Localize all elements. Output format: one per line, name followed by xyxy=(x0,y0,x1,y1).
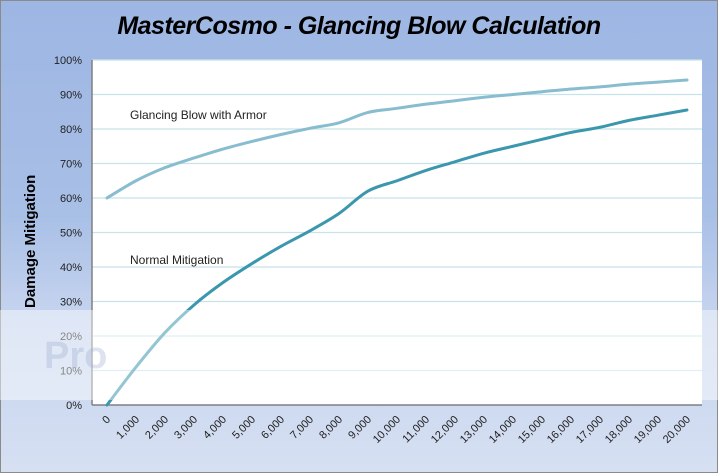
y-tick-label: 40% xyxy=(60,262,82,274)
series-lines xyxy=(105,78,689,407)
y-tick-label: 70% xyxy=(60,159,82,171)
annotation-normal: Normal Mitigation xyxy=(130,253,223,267)
y-tick-label: 30% xyxy=(60,297,82,309)
x-tick-label: 19,000 xyxy=(632,414,664,446)
y-tick-label: 100% xyxy=(54,55,82,67)
x-tick-label: 13,000 xyxy=(458,414,490,446)
y-tick-label: 50% xyxy=(60,228,82,240)
x-tick-label: 2,000 xyxy=(143,414,171,442)
series-line-1 xyxy=(105,108,689,407)
x-tick-label: 10,000 xyxy=(371,414,403,446)
x-tick-label: 17,000 xyxy=(574,414,606,446)
series-line-0 xyxy=(105,78,689,200)
chart-title: MasterCosmo - Glancing Blow Calculation xyxy=(117,12,601,40)
x-tick-label: 14,000 xyxy=(487,414,519,446)
x-tick-label: 7,000 xyxy=(288,414,316,442)
y-tick-label: 0% xyxy=(66,400,82,412)
x-tick-label: 11,000 xyxy=(400,414,432,446)
x-tick-label: 16,000 xyxy=(545,414,577,446)
x-tick-label: 8,000 xyxy=(317,414,345,442)
x-tick-label: 15,000 xyxy=(516,414,548,446)
y-tick-label: 20% xyxy=(60,331,82,343)
y-tick-label: 80% xyxy=(60,124,82,136)
x-tick-label: 4,000 xyxy=(201,414,229,442)
watermark-text: Pro xyxy=(44,335,108,377)
x-tick-label: 6,000 xyxy=(259,414,287,442)
gridlines xyxy=(92,59,702,372)
x-tick-label: 12,000 xyxy=(429,414,461,446)
x-axis-ticks: 0 1,000 2,000 3,000 4,000 5,000 6,000 7,000 8,00… xyxy=(100,414,693,446)
y-tick-label: 10% xyxy=(60,366,82,378)
y-tick-label: 90% xyxy=(60,90,82,102)
x-tick-label: 1,000 xyxy=(114,414,142,442)
x-tick-label: 3,000 xyxy=(172,414,200,442)
annotation-glancing: Glancing Blow with Armor xyxy=(130,108,267,122)
y-tick-label: 60% xyxy=(60,193,82,205)
y-axis-ticks: 0% 10% 20% 30% 40% 50% 60% 70% 80% 90% 100% xyxy=(54,55,82,412)
x-tick-label: 0 xyxy=(100,414,113,427)
x-tick-label: 5,000 xyxy=(230,414,258,442)
x-tick-label: 20,000 xyxy=(661,414,693,446)
x-tick-label: 18,000 xyxy=(603,414,635,446)
